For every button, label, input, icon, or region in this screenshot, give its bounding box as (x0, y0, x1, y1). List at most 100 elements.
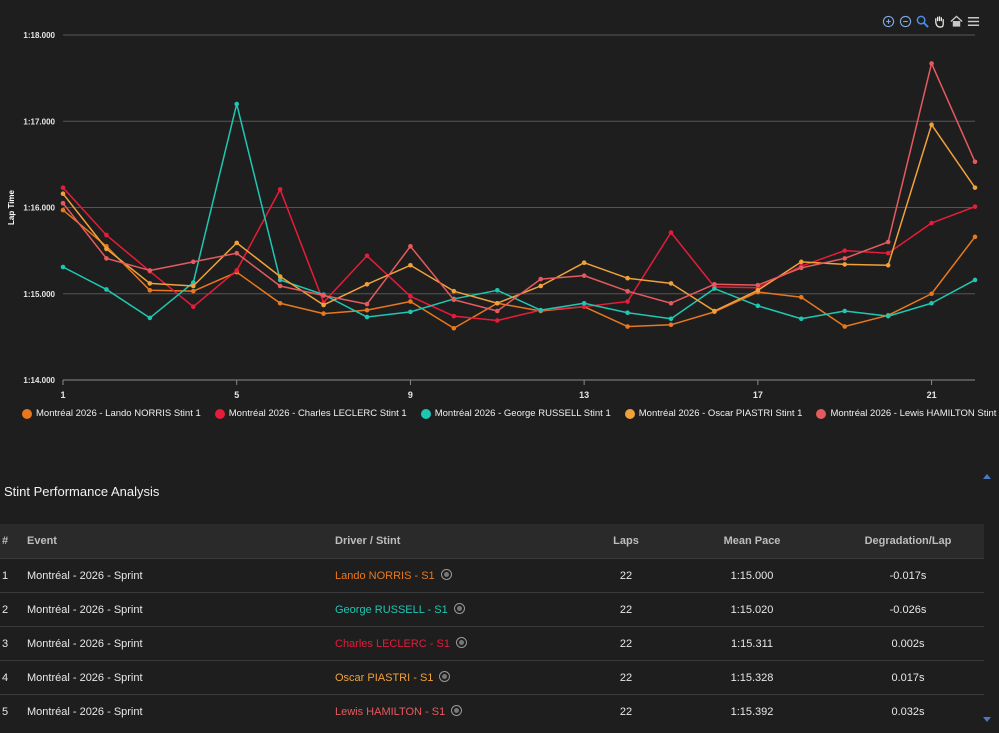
data-point (408, 262, 413, 268)
data-point (885, 250, 891, 256)
data-point (364, 314, 370, 320)
header-laps: Laps (613, 535, 639, 547)
data-point (104, 287, 109, 292)
row-mean-pace: 1:15.000 (672, 558, 832, 593)
table-row: 5 Montréal - 2026 - Sprint Lewis HAMILTO… (0, 694, 984, 728)
data-point (234, 250, 240, 256)
driver-stint-label: Charles LECLERC - S1 (335, 638, 450, 650)
data-point (364, 253, 370, 259)
stint-table: # Event Driver / Stint Laps Mean Pace De… (0, 524, 984, 728)
data-point (494, 308, 500, 314)
driver-stint-label: Oscar PIASTRI - S1 (335, 672, 434, 684)
legend-label: Montréal 2026 - George RUSSELL Stint 1 (434, 408, 611, 419)
y-tick-label: 1:14.000 (23, 376, 55, 385)
data-point (147, 315, 153, 321)
data-point (538, 276, 544, 282)
zoom-in-icon[interactable] (881, 14, 896, 29)
series-line-2 (62, 103, 976, 320)
legend-item-hamilton[interactable]: Montréal 2026 - Lewis HAMILTON Stint 1 (816, 408, 999, 419)
row-index: 1 (0, 558, 27, 593)
legend-label: Montréal 2026 - Charles LECLERC Stint 1 (228, 408, 407, 419)
data-point (885, 239, 891, 245)
row-event: Montréal - 2026 - Sprint (27, 592, 335, 627)
driver-stint-label: Lewis HAMILTON - S1 (335, 706, 446, 718)
data-point (712, 286, 717, 291)
data-point (798, 259, 804, 265)
data-point (972, 204, 978, 209)
data-point (972, 234, 978, 240)
data-point (147, 281, 153, 286)
legend-item-leclerc[interactable]: Montréal 2026 - Charles LECLERC Stint 1 (214, 408, 407, 419)
driver-info-icon[interactable] (439, 671, 451, 682)
data-point (60, 200, 66, 206)
data-point (581, 273, 587, 278)
header-event: Event (27, 535, 57, 547)
series-line-1 (62, 187, 976, 322)
data-point (451, 297, 457, 303)
row-driver: Lewis HAMILTON - S1 (335, 694, 580, 728)
data-point (625, 310, 630, 316)
driver-info-icon[interactable] (451, 705, 463, 716)
table-row: 4 Montréal - 2026 - Sprint Oscar PIASTRI… (0, 660, 984, 695)
data-point (625, 275, 630, 281)
legend-label: Montréal 2026 - Oscar PIASTRI Stint 1 (638, 408, 803, 419)
row-laps: 22 (580, 558, 672, 593)
series-line-3 (62, 123, 976, 312)
data-point (494, 288, 500, 293)
header-degradation: Degradation/Lap (864, 535, 952, 547)
data-point (842, 248, 848, 253)
legend-marker (816, 408, 827, 419)
data-point (277, 187, 283, 192)
data-point (234, 101, 240, 107)
row-mean-pace: 1:15.328 (672, 660, 832, 695)
magnifier-zoom-icon[interactable] (915, 14, 930, 29)
data-point (798, 265, 804, 271)
legend-item-russell[interactable]: Montréal 2026 - George RUSSELL Stint 1 (420, 408, 611, 419)
legend-marker (624, 408, 635, 419)
data-point (972, 185, 978, 190)
pan-hand-icon[interactable] (932, 14, 947, 29)
data-point (321, 311, 326, 316)
data-point (277, 283, 283, 289)
home-reset-icon[interactable] (949, 14, 964, 29)
scroll-up-arrow-icon[interactable] (983, 474, 991, 479)
data-point (581, 304, 587, 309)
row-event: Montréal - 2026 - Sprint (27, 694, 335, 728)
data-point (60, 185, 66, 190)
row-mean-pace: 1:15.311 (672, 626, 832, 661)
data-point (408, 299, 413, 304)
data-point (494, 300, 500, 306)
scroll-down-arrow-icon[interactable] (983, 717, 991, 722)
legend-item-piastri[interactable]: Montréal 2026 - Oscar PIASTRI Stint 1 (624, 408, 803, 419)
row-driver: Lando NORRIS - S1 (335, 558, 580, 593)
data-point (625, 324, 630, 329)
chart-svg: 1:14.000 1:15.000 1:16.000 1:17.000 1:18.000… (7, 31, 978, 400)
data-point (321, 293, 326, 298)
row-index: 2 (0, 592, 27, 627)
table-row: 1 Montréal - 2026 - Sprint Lando NORRIS … (0, 558, 984, 593)
driver-info-icon[interactable] (440, 569, 452, 580)
driver-info-icon[interactable] (453, 603, 465, 614)
row-degradation: -0.026s (832, 592, 984, 627)
data-point (972, 159, 978, 165)
data-point (798, 316, 804, 322)
data-point (277, 300, 283, 306)
row-mean-pace: 1:15.020 (672, 592, 832, 627)
data-point (625, 299, 630, 304)
data-point (885, 262, 891, 268)
data-point (538, 307, 544, 313)
x-tick-label: 13 (579, 390, 589, 400)
data-point (147, 288, 153, 293)
row-degradation: -0.017s (832, 558, 984, 593)
legend-item-norris[interactable]: Montréal 2026 - Lando NORRIS Stint 1 (22, 408, 201, 419)
zoom-out-icon[interactable] (898, 14, 913, 29)
data-point (668, 322, 674, 328)
data-point (755, 282, 761, 288)
data-point (104, 232, 109, 238)
menu-icon[interactable] (966, 14, 981, 29)
data-point (321, 302, 326, 308)
header-index: # (2, 535, 9, 547)
row-index: 3 (0, 626, 27, 661)
data-point (190, 283, 196, 289)
driver-info-icon[interactable] (455, 637, 467, 648)
